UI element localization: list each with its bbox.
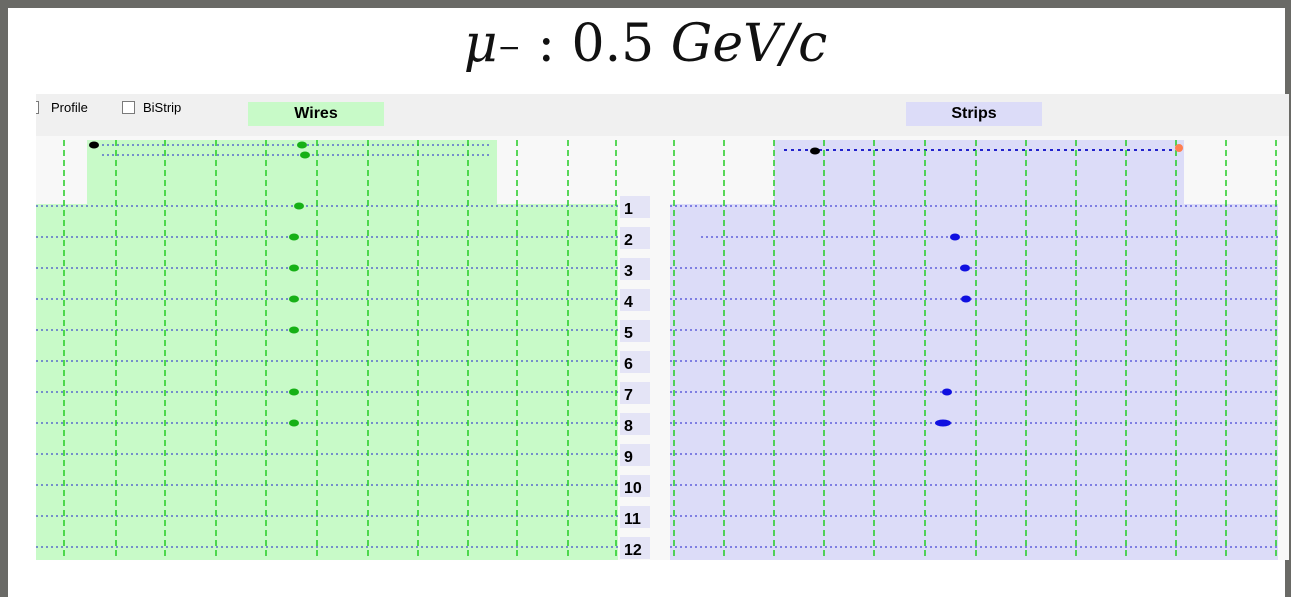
layer-label: 12 — [624, 542, 642, 559]
particle-charge: − — [497, 31, 521, 64]
profile-checkbox[interactable]: Profile — [36, 100, 88, 115]
layer-label: 1 — [624, 201, 633, 218]
strip-hit — [961, 295, 971, 303]
bistrip-checkbox-label: BiStrip — [143, 100, 182, 115]
layer-label-bg — [620, 289, 650, 311]
layer-label: 6 — [624, 356, 633, 373]
event-display: 1 2 3 4 5 6 7 8 9 10 11 12 — [36, 136, 1289, 560]
layer-label: 11 — [624, 511, 641, 528]
layer-label-bg — [620, 227, 650, 249]
layer-label-bg — [620, 351, 650, 373]
layer-label-bg — [620, 258, 650, 280]
strip-hit — [935, 419, 951, 427]
layer-label: 5 — [624, 325, 633, 342]
wire-hit — [289, 233, 299, 241]
layer-label: 7 — [624, 387, 633, 404]
toolbar: Profile BiStrip Wires Strips — [36, 94, 1289, 136]
layer-label: 2 — [624, 232, 633, 249]
wire-hit — [294, 202, 304, 210]
strip-hit — [942, 388, 952, 396]
layer-label: 3 — [624, 263, 633, 280]
layer-label: 10 — [624, 480, 642, 497]
profile-checkbox-box[interactable] — [36, 101, 39, 114]
layer-label: 8 — [624, 418, 633, 435]
wire-hit — [289, 264, 299, 272]
layer-label-bg — [620, 506, 650, 528]
title-separator: : — [537, 14, 556, 74]
layer-label-bg — [620, 537, 650, 559]
momentum-unit: GeV/c — [670, 14, 828, 74]
page-title: μ− : 0.5 GeV/c — [0, 12, 1291, 76]
strip-track-end-marker — [1175, 144, 1183, 152]
strips-region — [670, 204, 1278, 560]
profile-checkbox-label: Profile — [51, 100, 88, 115]
wires-header[interactable]: Wires — [248, 102, 384, 126]
strip-hit — [960, 264, 970, 272]
momentum-value: 0.5 — [571, 14, 655, 74]
wire-track-start-marker — [89, 141, 99, 149]
bistrip-checkbox[interactable]: BiStrip — [122, 100, 181, 115]
layer-label-bg — [620, 320, 650, 342]
wire-hit — [289, 388, 299, 396]
wires-region — [36, 204, 618, 560]
layer-label-bg — [620, 444, 650, 466]
strips-header[interactable]: Strips — [906, 102, 1042, 126]
layer-label-bg — [620, 196, 650, 218]
strip-hit — [950, 233, 960, 241]
wire-track-marker — [297, 141, 307, 149]
wire-hit — [289, 419, 299, 427]
layer-label-bg — [620, 382, 650, 404]
wire-hit — [289, 326, 299, 334]
layer-label: 4 — [624, 294, 633, 311]
particle-symbol: μ — [463, 14, 498, 74]
layer-label-bg — [620, 413, 650, 435]
wires-top-region — [87, 140, 497, 204]
layer-label: 9 — [624, 449, 633, 466]
layer-label-bg — [620, 475, 650, 497]
wire-hit — [289, 295, 299, 303]
bistrip-checkbox-box[interactable] — [122, 101, 135, 114]
wire-track-marker — [300, 151, 310, 159]
strip-track-start-marker — [810, 147, 820, 155]
